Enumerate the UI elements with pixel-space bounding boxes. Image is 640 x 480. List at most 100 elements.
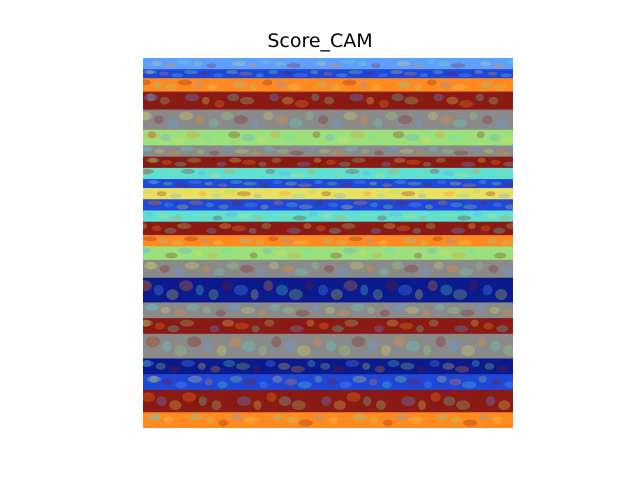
heat-band [143,156,513,169]
heat-speckle [392,131,405,139]
heat-speckle [228,303,241,311]
heat-speckle [232,250,247,257]
heat-speckle [240,306,255,314]
heat-speckle [496,150,509,156]
heat-speckle [418,400,426,410]
heat-speckle [195,284,204,296]
heat-speckle [211,193,222,199]
heat-speckle [321,191,332,197]
heat-speckle [441,148,454,154]
heat-speckle [214,99,225,108]
heat-speckle [325,306,336,314]
heat-speckle [253,193,262,199]
heat-speckle [249,252,258,259]
heat-speckle [488,264,499,273]
heat-speckle [335,240,348,246]
heat-speckle [156,191,167,197]
heat-speckle [313,157,322,163]
heat-speckle [442,362,455,370]
heat-speckle [419,215,427,221]
heat-speckle [401,191,416,197]
heat-speckle [493,63,506,69]
heat-speckle [148,131,156,139]
heat-speckle [281,238,293,244]
heat-speckle [442,171,455,176]
heat-speckle [384,247,397,254]
heat-speckle [151,200,159,206]
heat-speckle [489,134,500,142]
heat-speckle [170,215,183,221]
heat-speckle [282,96,294,105]
heat-speckle [432,70,443,75]
heat-band [143,235,513,247]
heat-speckle [303,223,312,229]
heat-speckle [290,365,305,373]
heat-speckle [231,413,244,421]
heat-speckle [207,84,218,91]
heat-speckle [150,375,158,383]
heat-speckle [193,225,202,232]
heat-speckle [230,375,243,383]
heat-speckle [225,211,238,217]
heat-speckle [374,365,385,373]
heat-speckle [296,345,311,356]
heat-speckle [373,325,384,333]
heat-speckle [439,250,452,257]
heat-speckle [352,180,367,184]
heat-speckle [453,118,468,128]
heat-speckle [183,211,198,217]
heat-speckle [320,171,331,176]
heat-speckle [252,365,261,373]
heat-speckle [436,375,447,383]
heat-speckle [204,181,213,186]
heat-speckle [504,381,513,389]
heat-speckle [426,79,437,86]
heat-speckle [424,381,432,389]
heat-speckle [456,400,471,410]
heat-speckle [193,61,202,67]
heat-speckle [184,70,199,75]
heat-speckle [218,419,229,427]
heat-speckle [391,93,404,102]
heat-speckle [260,204,269,210]
heat-speckle [216,161,227,167]
heat-speckle [387,360,400,367]
heat-speckle [161,159,172,165]
heat-speckle [159,264,170,273]
heat-speckle [255,240,264,246]
heat-speckle [234,148,249,154]
heat-speckle [437,200,448,206]
heat-speckle [329,252,342,259]
heat-speckle [502,136,513,144]
heat-speckle [289,150,304,156]
heat-band [143,145,513,158]
heat-speckle [341,59,356,65]
heat-speckle [460,136,475,144]
heat-speckle [372,289,383,300]
heat-speckle [462,183,477,188]
heat-speckle [223,169,236,174]
heat-speckle [258,345,267,356]
heat-speckle [327,378,338,386]
heat-speckle [184,236,199,242]
heat-speckle [429,360,440,367]
heat-speckle [346,392,361,402]
heat-speckle [479,413,488,421]
heat-speckle [405,306,420,314]
heat-speckle [143,70,157,75]
heat-speckle [274,61,286,67]
heat-speckle [428,146,439,152]
heat-speckle [406,159,421,165]
heat-speckle [180,319,195,327]
heat-speckle [173,136,186,144]
heat-speckle [186,303,201,311]
heat-speckle [388,392,401,402]
heat-speckle [164,227,177,234]
heat-speckle [406,340,421,352]
heat-speckle [342,247,357,254]
heat-speckle [201,96,210,105]
heat-speckle [213,240,224,246]
heat-speckle [395,413,408,421]
heat-speckle [163,416,174,424]
heat-speckle [458,73,473,78]
